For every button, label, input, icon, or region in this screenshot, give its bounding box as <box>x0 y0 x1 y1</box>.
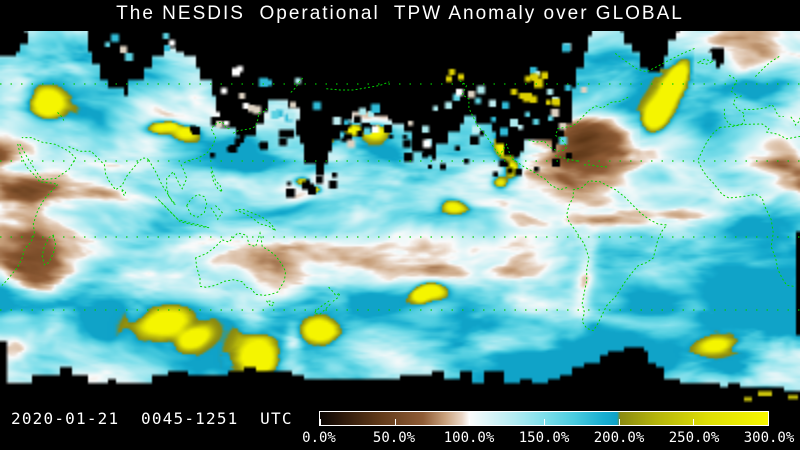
coastline-path <box>615 47 697 73</box>
colorbar-tick <box>544 419 545 425</box>
colorbar-label-3: 150.0% <box>518 430 570 446</box>
coastline-path <box>743 104 784 117</box>
page-title: The NESDIS Operational TPW Anomaly over … <box>116 3 684 24</box>
coastline-path <box>326 81 390 91</box>
coastline-path <box>148 159 188 206</box>
coastline-path <box>195 231 287 296</box>
coastline-path <box>155 196 210 229</box>
coastline-path <box>555 155 581 162</box>
coastline-path <box>583 164 610 168</box>
coastline-path <box>723 95 745 127</box>
coastline-path <box>57 112 65 123</box>
coastline-path <box>1 143 59 286</box>
colorbar-tick <box>469 419 470 425</box>
colorbar-label-4: 200.0% <box>593 430 645 446</box>
colorbar-tick <box>693 419 694 425</box>
coastline-path <box>313 300 332 315</box>
colorbar-label-5: 250.0% <box>668 430 720 446</box>
coastline-path <box>290 75 305 93</box>
coastline-path <box>697 126 794 287</box>
coastline-path <box>121 188 127 197</box>
coastline-path <box>235 208 277 232</box>
coastline-path <box>528 96 630 152</box>
colorbar-label-2: 100.0% <box>443 430 495 446</box>
coastline-path <box>696 58 715 65</box>
coastline-path <box>210 166 224 194</box>
colorbar-label-1: 50.0% <box>372 430 416 446</box>
coastline-path <box>41 234 57 266</box>
colorbar-label-6: 300.0% <box>743 430 795 446</box>
coastlines <box>1 47 800 332</box>
coastline-path <box>790 116 800 127</box>
coastline-path <box>19 137 77 181</box>
colorbar-tick <box>619 419 620 425</box>
latitude-gridlines <box>0 83 800 311</box>
coastline-path <box>183 121 232 164</box>
colorbar-tick <box>768 419 769 425</box>
title-bar <box>0 0 800 31</box>
coastline-path <box>186 193 208 218</box>
colorbar-tick <box>395 419 396 425</box>
tpw-anomaly-field-canvas <box>0 31 800 406</box>
coastline-path <box>755 55 781 77</box>
coastline-path <box>232 107 268 134</box>
coastline-path <box>728 74 738 95</box>
colorbar-tick <box>320 419 321 425</box>
coastline-path <box>68 146 150 191</box>
coastline-path <box>459 80 568 191</box>
colorbar <box>319 411 769 426</box>
coastline-path <box>566 180 668 332</box>
coastline-path <box>328 286 342 302</box>
coastline-path <box>210 205 223 221</box>
observation-datetime: 2020-01-21 0045-1251 UTC <box>11 409 293 428</box>
coastline-path <box>719 123 800 140</box>
coastline-path <box>265 300 276 308</box>
colorbar-label-0: 0.0% <box>302 430 336 446</box>
